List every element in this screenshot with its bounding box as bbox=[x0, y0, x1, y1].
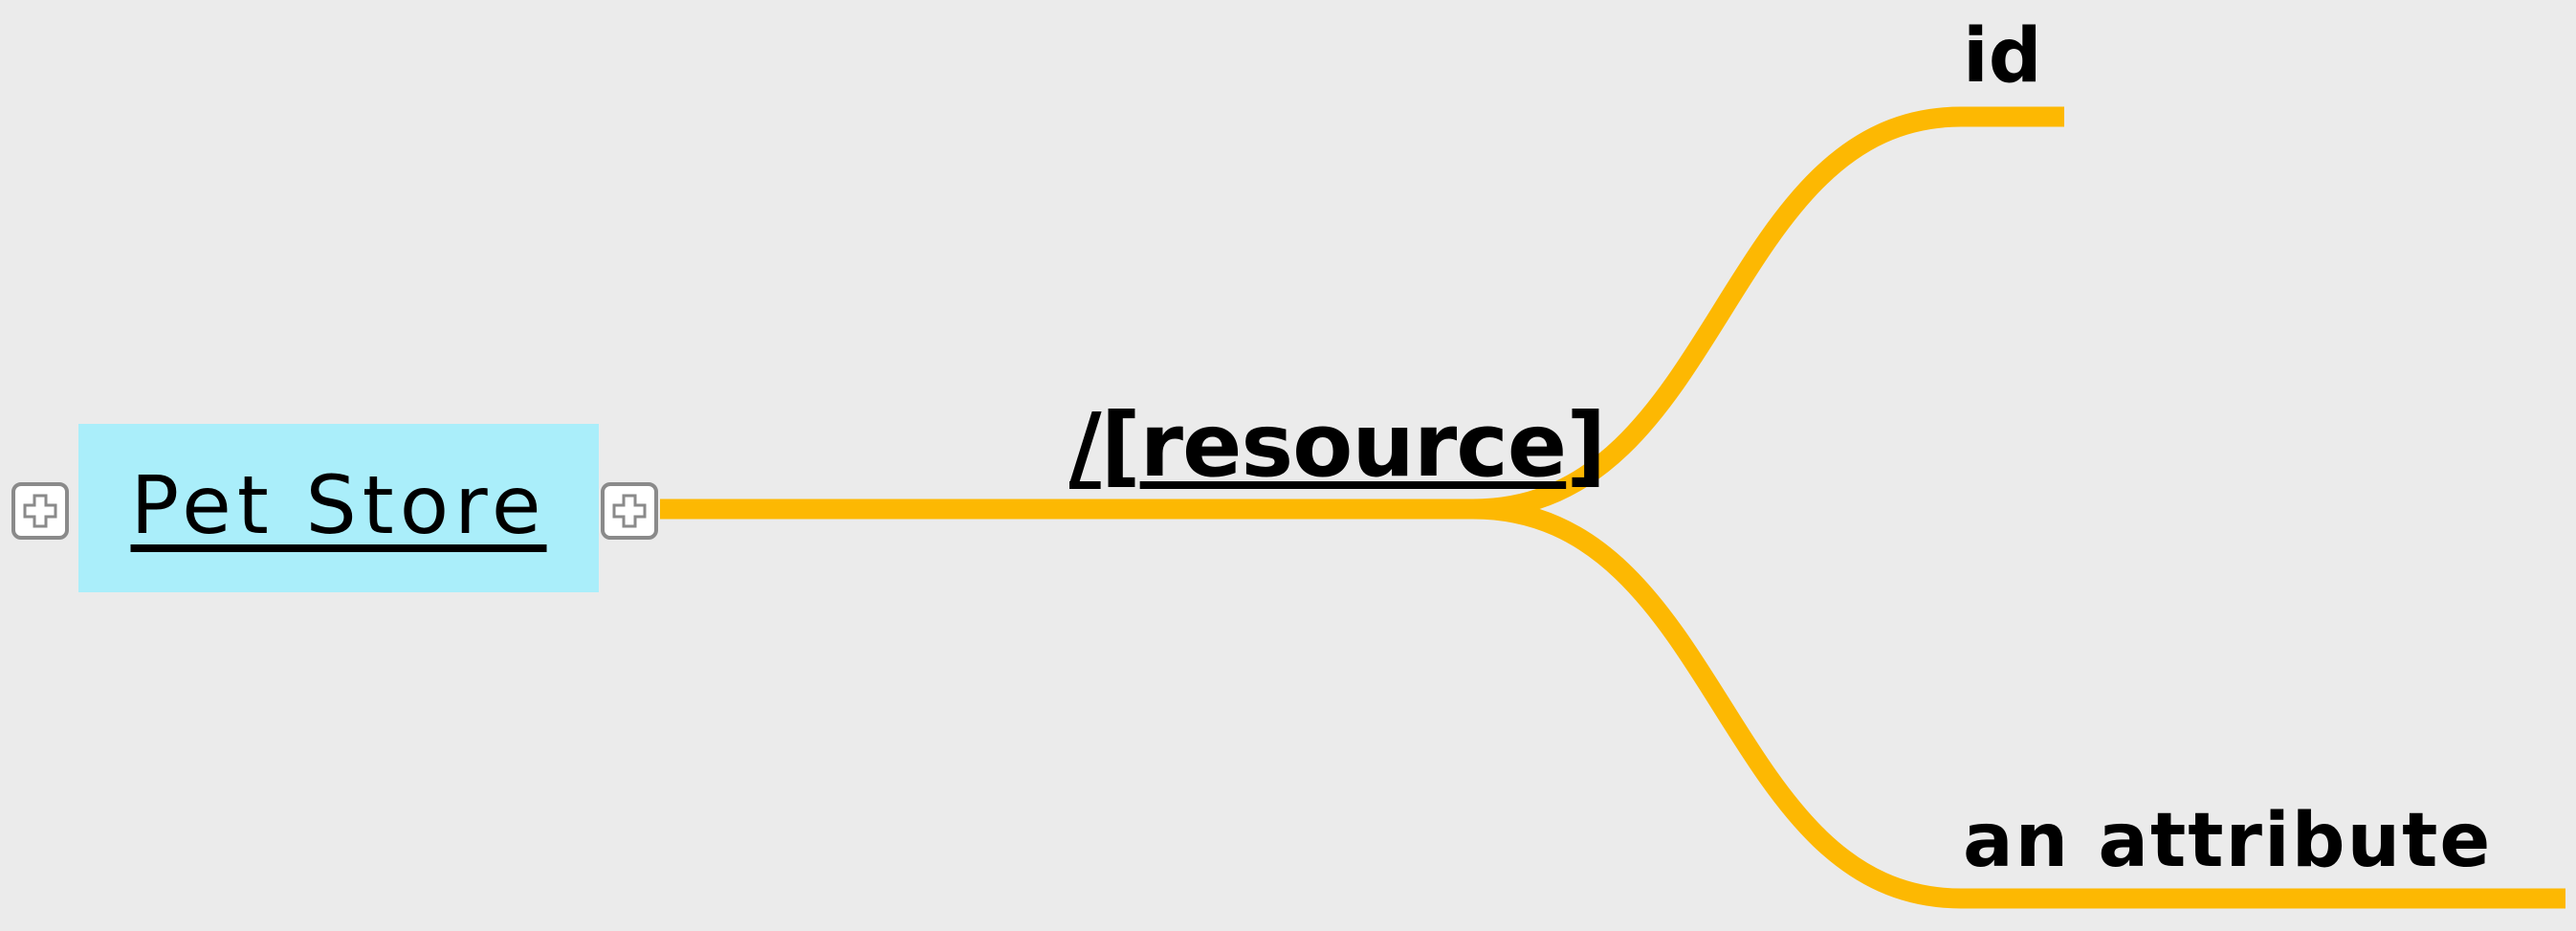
plus-icon bbox=[23, 494, 57, 528]
resource-branch-node[interactable]: /[resource] bbox=[1069, 402, 1606, 490]
root-node[interactable]: Pet Store bbox=[78, 424, 599, 592]
resource-name[interactable]: resource bbox=[1139, 394, 1568, 497]
resource-bracket-close: ] bbox=[1566, 394, 1606, 497]
connector-resource-to-attribute bbox=[1472, 499, 2565, 909]
expand-left-button[interactable] bbox=[11, 482, 69, 540]
leaf-node-id[interactable]: id bbox=[1963, 13, 2042, 100]
expand-right-button[interactable] bbox=[601, 482, 658, 540]
plus-icon bbox=[612, 494, 647, 528]
leaf-node-attribute[interactable]: an attribute bbox=[1963, 798, 2493, 884]
connector-resource-to-id bbox=[1472, 106, 2064, 520]
resource-bracket-open: [ bbox=[1100, 394, 1141, 497]
root-node-label[interactable]: Pet Store bbox=[130, 458, 547, 552]
root-node-background bbox=[78, 424, 599, 592]
resource-prefix: / bbox=[1069, 394, 1102, 497]
